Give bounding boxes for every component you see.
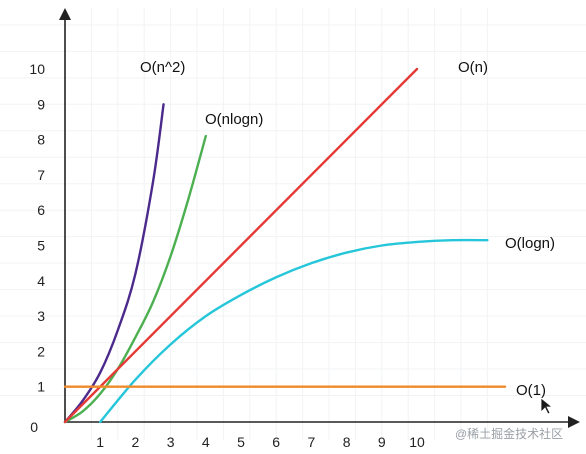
series-label-o-logn: O(logn) [505, 235, 555, 252]
cursor-icon [540, 397, 554, 415]
y-tick-label: 2 [37, 343, 45, 359]
series-line-o-logn [99, 238, 489, 424]
y-tick-label: 3 [37, 308, 45, 324]
series-label-o-1: O(1) [516, 382, 546, 399]
x-axis-arrow [568, 416, 580, 428]
x-tick-label: 9 [378, 434, 386, 450]
x-tick-label: 8 [343, 434, 351, 450]
series-label-o-n-2: O(n^2) [140, 59, 185, 76]
x-tick-label: 4 [202, 434, 210, 450]
x-tick-labels: 1 2 3 4 5 6 7 8 9 10 [96, 434, 425, 450]
x-tick-label: 3 [167, 434, 175, 450]
y-tick-label: 0 [30, 419, 38, 435]
series-label-o-nlogn: O(nlogn) [205, 111, 263, 128]
watermark: @稀土掘金技术社区 [455, 426, 563, 441]
series-line-o-n-2 [63, 103, 165, 424]
y-tick-labels: 0 1 2 3 4 5 6 7 8 9 10 [29, 61, 45, 435]
x-tick-label: 1 [96, 434, 104, 450]
y-tick-label: 10 [29, 61, 45, 77]
y-tick-label: 4 [37, 273, 45, 289]
x-tick-label: 10 [409, 434, 425, 450]
x-tick-label: 2 [132, 434, 140, 450]
y-tick-label: 7 [37, 167, 45, 183]
series-line-o-nlogn [63, 134, 207, 424]
y-tick-label: 9 [37, 96, 45, 112]
grid [0, 8, 586, 440]
series-line-o-n [63, 67, 419, 424]
y-axis-arrow [59, 8, 71, 20]
y-tick-label: 6 [37, 202, 45, 218]
y-tick-label: 5 [37, 238, 45, 254]
axes [59, 8, 580, 428]
x-tick-label: 7 [308, 434, 316, 450]
series-lines [63, 67, 507, 424]
x-tick-label: 5 [237, 434, 245, 450]
y-tick-label: 8 [37, 132, 45, 148]
y-tick-label: 1 [37, 379, 45, 395]
series-label-o-n: O(n) [458, 59, 488, 76]
x-tick-label: 6 [272, 434, 280, 450]
series-labels: O(n^2) O(nlogn) O(n) O(logn) O(1) [140, 59, 555, 399]
